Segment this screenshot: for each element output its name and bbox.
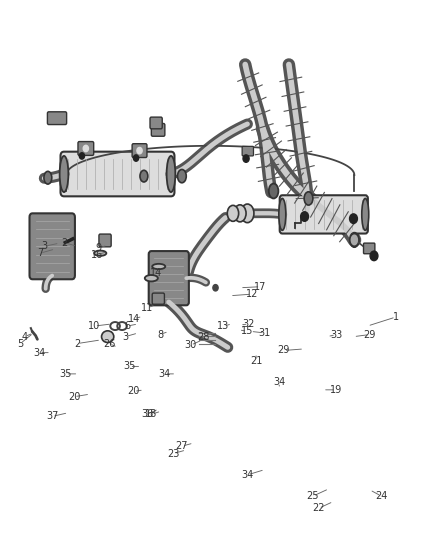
Ellipse shape — [350, 232, 359, 247]
Text: 14: 14 — [128, 313, 140, 324]
FancyBboxPatch shape — [47, 112, 67, 125]
Circle shape — [83, 146, 88, 152]
Ellipse shape — [227, 205, 239, 221]
Text: 3: 3 — [122, 332, 128, 342]
FancyBboxPatch shape — [60, 152, 174, 196]
Text: 13: 13 — [217, 321, 230, 331]
Ellipse shape — [145, 275, 158, 281]
Circle shape — [213, 285, 218, 291]
Text: 5: 5 — [17, 338, 24, 349]
Ellipse shape — [279, 198, 286, 230]
Text: 1: 1 — [393, 312, 399, 322]
Ellipse shape — [351, 235, 357, 245]
FancyBboxPatch shape — [242, 147, 254, 156]
Text: 28: 28 — [198, 332, 210, 342]
FancyBboxPatch shape — [150, 117, 162, 129]
Circle shape — [370, 251, 378, 261]
Circle shape — [300, 212, 308, 221]
Ellipse shape — [269, 183, 279, 198]
Ellipse shape — [166, 156, 175, 192]
Text: 4: 4 — [21, 332, 28, 342]
Text: 2: 2 — [61, 238, 67, 247]
Text: 30: 30 — [184, 340, 197, 350]
Ellipse shape — [44, 171, 52, 184]
Text: 35: 35 — [124, 361, 136, 372]
FancyBboxPatch shape — [152, 293, 164, 304]
Ellipse shape — [234, 205, 246, 222]
FancyBboxPatch shape — [151, 124, 165, 136]
Circle shape — [137, 148, 142, 154]
Ellipse shape — [304, 192, 313, 205]
Text: 34: 34 — [273, 377, 286, 387]
Text: 9: 9 — [96, 243, 102, 253]
Text: 35: 35 — [59, 369, 71, 379]
FancyBboxPatch shape — [364, 243, 375, 254]
Text: 34: 34 — [241, 470, 254, 480]
Text: 36: 36 — [141, 409, 153, 419]
Text: 26: 26 — [103, 338, 115, 349]
FancyBboxPatch shape — [99, 234, 111, 247]
Text: 23: 23 — [167, 449, 179, 458]
FancyBboxPatch shape — [149, 251, 189, 305]
Text: 27: 27 — [176, 441, 188, 451]
Ellipse shape — [152, 264, 165, 269]
Text: 24: 24 — [375, 491, 388, 501]
Text: 8: 8 — [157, 329, 163, 340]
Circle shape — [134, 155, 139, 161]
Circle shape — [243, 155, 249, 163]
Text: 15: 15 — [241, 326, 254, 336]
Text: 22: 22 — [312, 503, 325, 513]
Text: 37: 37 — [46, 411, 58, 422]
Ellipse shape — [362, 198, 369, 230]
Text: 7: 7 — [37, 248, 43, 258]
FancyBboxPatch shape — [78, 142, 94, 156]
Ellipse shape — [140, 170, 148, 182]
Text: 17: 17 — [254, 282, 267, 292]
Text: 32: 32 — [243, 319, 255, 329]
Text: 20: 20 — [68, 392, 80, 402]
Text: 33: 33 — [330, 329, 342, 340]
Ellipse shape — [241, 204, 254, 223]
FancyBboxPatch shape — [29, 213, 75, 279]
Text: 14: 14 — [149, 268, 162, 278]
Circle shape — [79, 153, 85, 159]
Text: 10: 10 — [88, 321, 101, 331]
FancyBboxPatch shape — [132, 144, 147, 158]
Text: 6: 6 — [124, 321, 131, 331]
Text: 12: 12 — [246, 289, 258, 299]
Text: 31: 31 — [259, 328, 271, 338]
Text: 18: 18 — [145, 409, 157, 419]
Text: 16: 16 — [91, 250, 103, 260]
Text: 29: 29 — [277, 345, 290, 356]
Ellipse shape — [94, 251, 106, 256]
Text: 3: 3 — [41, 241, 47, 251]
Text: 19: 19 — [330, 385, 342, 395]
Text: 21: 21 — [250, 356, 262, 366]
Text: 29: 29 — [364, 329, 376, 340]
Text: 34: 34 — [158, 369, 170, 379]
Ellipse shape — [177, 169, 186, 183]
Text: 11: 11 — [141, 303, 153, 313]
Circle shape — [350, 214, 357, 223]
Text: 34: 34 — [33, 348, 45, 358]
Text: 25: 25 — [307, 491, 319, 501]
Ellipse shape — [102, 331, 114, 343]
Ellipse shape — [60, 156, 68, 192]
FancyBboxPatch shape — [280, 195, 368, 233]
Text: 2: 2 — [74, 338, 80, 349]
Text: 20: 20 — [127, 386, 140, 397]
